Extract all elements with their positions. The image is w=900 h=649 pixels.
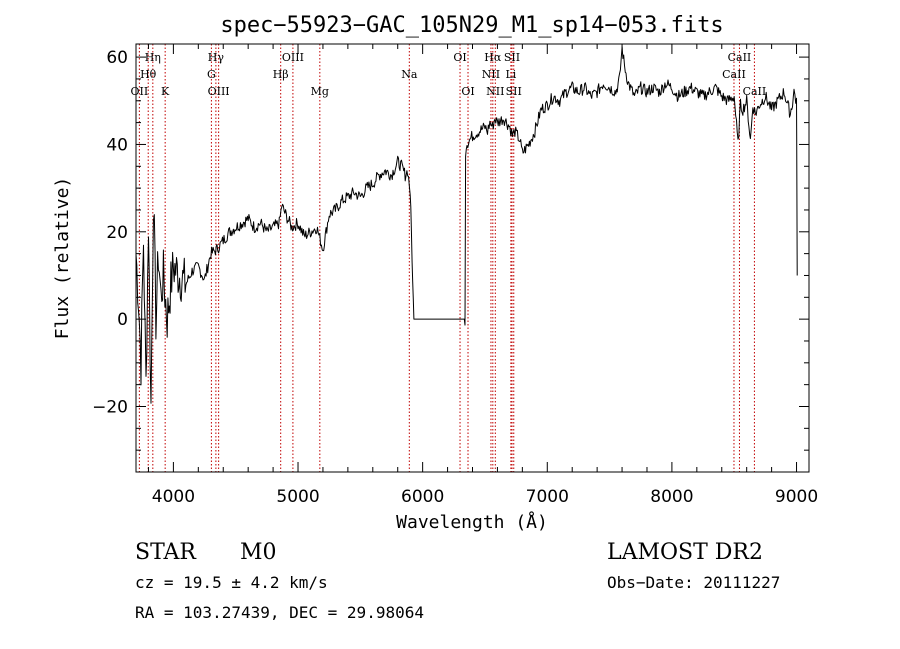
y-tick-label: 0 xyxy=(117,310,128,330)
x-tick-label: 7000 xyxy=(526,487,569,507)
spectral-line-label: Na xyxy=(401,68,418,81)
survey-name-label: LAMOST DR2 xyxy=(607,540,763,565)
coordinates-readout: RA = 103.27439, DEC = 29.98064 xyxy=(135,603,424,622)
spectral-line-label: OII xyxy=(131,85,149,98)
spectral-line-label: NII xyxy=(486,85,504,98)
plot-frame xyxy=(135,43,810,473)
spectrum-series-line xyxy=(135,46,798,404)
x-tick-label: 8000 xyxy=(650,487,693,507)
spectral-line-label: G xyxy=(207,68,216,81)
x-tick-label: 4000 xyxy=(152,487,195,507)
x-tick-label: 5000 xyxy=(276,487,319,507)
x-tick-label: 9000 xyxy=(775,487,818,507)
spectral-line-label: Hγ xyxy=(208,51,225,64)
chart-title: spec−55923−GAC_105N29_M1_sp14−053.fits xyxy=(220,13,723,38)
axis-ticks xyxy=(136,44,809,473)
object-type-label: STAR xyxy=(135,540,196,565)
x-tick-label: 6000 xyxy=(401,487,444,507)
axis-tick-labels: 4000 5000 6000 7000 8000 9000 −20 0 20 40 60 xyxy=(92,48,818,507)
y-tick-label: −20 xyxy=(92,397,128,417)
spectral-line-label: SII xyxy=(504,51,520,64)
y-axis-label: Flux (relative) xyxy=(52,177,73,340)
spectral-line-label: OIII xyxy=(282,51,304,64)
x-axis-label: Wavelength (Å) xyxy=(396,511,548,533)
spectral-line-markers xyxy=(138,44,755,472)
spectral-line-labels: OIIHθHηKGHγOIIIHβOIIIMgNaOIOINIIHαNIILiS… xyxy=(131,51,767,98)
spectral-line-label: CaII xyxy=(728,51,752,64)
spectral-class-label: M0 xyxy=(240,540,277,565)
spectral-line-label: Hθ xyxy=(140,68,157,81)
y-tick-label: 60 xyxy=(106,48,128,68)
spectral-line-label: CaII xyxy=(722,68,746,81)
y-tick-label: 40 xyxy=(106,135,128,155)
spectral-line-label: Hβ xyxy=(273,68,289,81)
spectral-line-label: CaII xyxy=(743,85,767,98)
spectral-line-label: Li xyxy=(505,68,516,81)
obs-date-readout: Obs−Date: 20111227 xyxy=(607,573,781,592)
spectral-line-label: Hη xyxy=(145,51,161,64)
spectral-line-label: Mg xyxy=(311,85,329,98)
spectral-line-label: Hα xyxy=(484,51,502,64)
spectral-line-label: K xyxy=(161,85,170,98)
spectral-line-label: OI xyxy=(461,85,474,98)
spectral-line-label: SII xyxy=(506,85,522,98)
spectral-line-label: OI xyxy=(453,51,466,64)
spectral-line-label: OIII xyxy=(208,85,230,98)
spectral-line-label: NII xyxy=(482,68,500,81)
redshift-readout: cz = 19.5 ± 4.2 km/s xyxy=(135,573,328,592)
y-tick-label: 20 xyxy=(106,223,128,243)
